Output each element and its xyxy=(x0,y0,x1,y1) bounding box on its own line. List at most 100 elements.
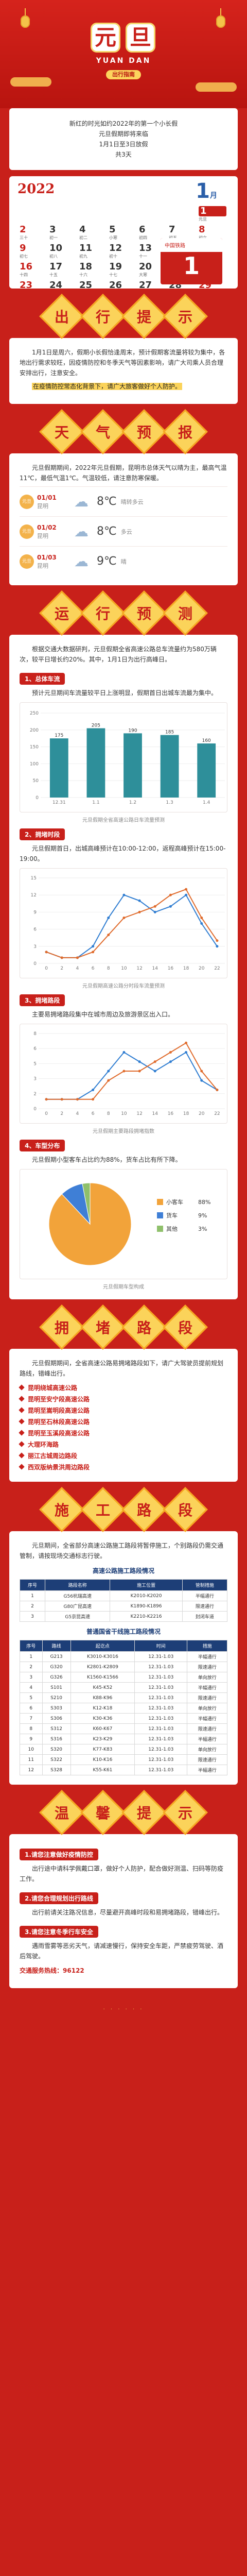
table-cell: 3 xyxy=(20,1611,45,1622)
section-head-construction: 施 工 路 段 xyxy=(0,1487,247,1532)
data-point xyxy=(107,1079,110,1082)
calendar-day-number: 4 xyxy=(79,224,86,235)
chart-caption-1: 元旦假期全省高速公路日车流量预测 xyxy=(82,818,165,823)
safety-tip-title: 3.请您注意冬季行车安全 xyxy=(20,1926,98,1938)
y-tick-label: 8 xyxy=(33,1031,37,1037)
section-char: 堵 xyxy=(80,1304,126,1350)
table-cell: G80广昆高速 xyxy=(44,1601,111,1612)
bar-value-label: 190 xyxy=(128,728,137,733)
weather-desc: 晴 xyxy=(120,558,127,565)
table-cell: 12.31-1.03 xyxy=(134,1682,188,1693)
x-tick-label: 18 xyxy=(183,1111,189,1116)
cloud-icon: ☁ xyxy=(74,523,89,540)
calendar-day-lunar: 初七 xyxy=(20,254,28,259)
weather-date: 元旦 01/03 昆明 xyxy=(20,553,66,570)
cloud-icon xyxy=(10,77,51,87)
calendar-day: 18 十六 xyxy=(77,262,107,280)
weather-desc: 晴转多云 xyxy=(120,498,144,505)
data-point xyxy=(200,1079,203,1082)
bar-value-label: 205 xyxy=(92,723,100,728)
pie-slice xyxy=(82,1182,91,1225)
calendar-day-number: 3 xyxy=(49,224,56,235)
x-tick-label: 0 xyxy=(45,966,48,971)
table-cell: 12.31-1.03 xyxy=(134,1744,188,1755)
calendar-ticket: 中国铁路 1 xyxy=(161,238,222,284)
section-char: 预 xyxy=(121,590,167,636)
table-cell: 单向放行 xyxy=(187,1703,227,1714)
calendar-day-number: 18 xyxy=(79,261,93,272)
calendar-day-number: 7 xyxy=(169,224,175,235)
footer-dots: · · · · · · xyxy=(103,2007,144,2012)
table-cell: G56杭瑞高速 xyxy=(44,1590,111,1601)
data-point xyxy=(107,934,110,937)
table-cell: 7 xyxy=(20,1713,43,1724)
table-row: 11 S322 K10-K16 12.31-1.03 限速通行 xyxy=(20,1754,227,1765)
x-tick-label: 14 xyxy=(152,1111,158,1116)
hero-title: 元 旦 YUAN DAN 出行指南 xyxy=(84,23,163,84)
table-cell: K77-K83 xyxy=(70,1744,135,1755)
data-point xyxy=(185,1051,188,1054)
data-point xyxy=(153,1070,156,1073)
table-header: 起讫点 xyxy=(70,1640,135,1652)
section-char: 报 xyxy=(163,409,208,454)
section-head-congestion: 拥 堵 路 段 xyxy=(0,1304,247,1350)
x-tick-label: 6 xyxy=(92,966,95,971)
y-tick-label: 200 xyxy=(30,728,39,733)
x-tick-label: 12.31 xyxy=(52,800,66,805)
calendar-day-number: 2 xyxy=(20,224,26,235)
bar xyxy=(49,738,68,798)
x-tick-label: 6 xyxy=(92,1111,95,1116)
section-char: 路 xyxy=(121,1304,167,1350)
x-tick-label: 10 xyxy=(121,1111,127,1116)
table-cell: G320 xyxy=(42,1662,71,1672)
calendar-day-number: 26 xyxy=(109,280,122,289)
table-cell: 4 xyxy=(20,1682,43,1693)
table-cell: S316 xyxy=(42,1734,71,1744)
data-point xyxy=(138,1070,141,1073)
weather-place: 昆明 xyxy=(37,502,48,510)
calendar-day-lunar: 初十 xyxy=(109,254,117,259)
construction-card: 元旦期间，全省部分高速公路施工路段将暂停施工，个别路段仍需交通管制，请按现场交通… xyxy=(9,1531,238,1785)
data-point xyxy=(185,888,188,891)
table-cell: 2 xyxy=(20,1601,45,1612)
forecast-note-4: 4、车型分布 xyxy=(20,1140,65,1151)
table-cell: 半幅通行 xyxy=(187,1682,227,1693)
calendar-day-lunar: 初八 xyxy=(49,254,58,259)
ticket-day: 1 xyxy=(183,252,200,280)
table-cell: K88-K96 xyxy=(70,1692,135,1703)
table-cell: 限速通行 xyxy=(187,1723,227,1734)
weather-row: 元旦 01/03 昆明 ☁ 9℃ 晴 xyxy=(20,546,227,576)
data-point xyxy=(60,956,63,959)
table-row: 4 S101 K45-K52 12.31-1.03 半幅通行 xyxy=(20,1682,227,1693)
x-tick-label: 22 xyxy=(214,1111,220,1116)
weather-day: 01/01 xyxy=(37,494,57,501)
calendar-day: 1 元旦 xyxy=(197,206,226,225)
calendar-day: 19 十七 xyxy=(107,262,137,280)
calendar-day-lunar: 初一 xyxy=(49,235,58,240)
table-cell: 11 xyxy=(20,1754,43,1765)
table-cell: G213 xyxy=(42,1651,71,1662)
section-char: 路 xyxy=(121,1487,167,1532)
x-tick-label: 4 xyxy=(76,966,79,971)
highway-construction-table: 序号 路段名称 施工位置 管制措施 1 G56杭瑞高速 K2010-K2020 半幅通行 2 G8… xyxy=(20,1579,228,1622)
table-header: 路线 xyxy=(42,1640,71,1652)
table-cell: K12-K18 xyxy=(70,1703,135,1714)
calendar-day-lunar: 元旦 xyxy=(199,217,207,222)
data-point xyxy=(138,910,141,913)
travel-paragraph: 1月1日是周六，假期小长假恰逢周末，预计假期客流量将较为集中，各地出行需求较旺，… xyxy=(20,349,225,377)
table-cell: 半幅通行 xyxy=(187,1713,227,1724)
calendar-day-number: 9 xyxy=(20,243,26,253)
calendar-day: 5 小寒 xyxy=(107,225,137,243)
table-cell: K1890-K1896 xyxy=(110,1601,183,1612)
y-tick-label: 3 xyxy=(33,944,37,950)
pie-value-label: 88% xyxy=(198,1199,210,1206)
table-cell: K10-K16 xyxy=(70,1754,135,1765)
calendar-day-lunar: 初四 xyxy=(139,235,147,240)
data-point xyxy=(153,905,156,908)
table-cell: S312 xyxy=(42,1723,71,1734)
table-row: 6 S303 K12-K18 12.31-1.03 单向放行 xyxy=(20,1703,227,1714)
table-cell: 12.31-1.03 xyxy=(134,1651,188,1662)
x-tick-label: 2 xyxy=(60,1111,63,1116)
section-char: 温 xyxy=(39,1790,84,1835)
y-tick-label: 15 xyxy=(31,876,37,881)
